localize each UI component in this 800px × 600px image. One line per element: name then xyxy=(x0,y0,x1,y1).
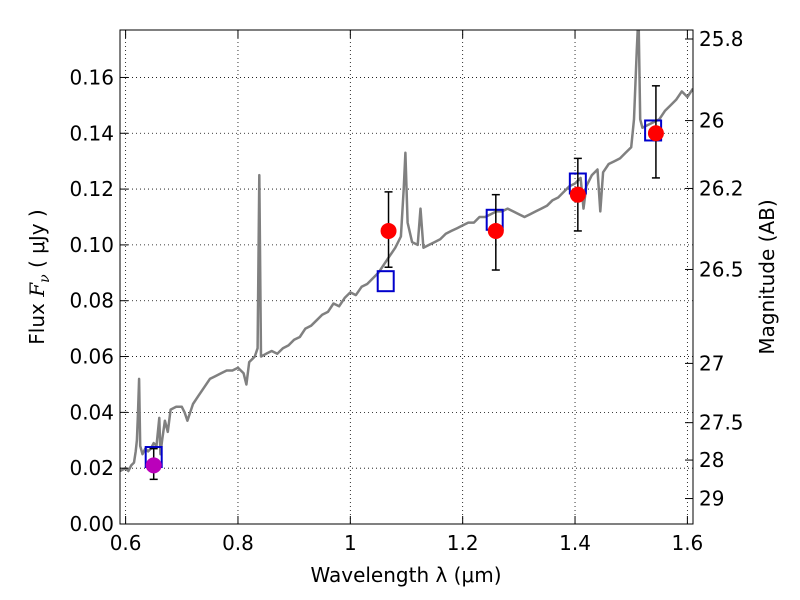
observed-point xyxy=(569,186,586,203)
mag-tick-label: 28 xyxy=(699,448,724,472)
axis-ticks: 0.6 0.8 1 1.2 1.4 1.6 0.00 0.02 0.04 0.06 0.08 0.10… xyxy=(69,27,743,555)
y-tick-label: 0.08 xyxy=(69,289,114,313)
mag-tick-label: 26 xyxy=(699,109,724,133)
x-tick-label: 0.8 xyxy=(222,531,254,555)
mag-tick-label: 25.8 xyxy=(699,27,744,51)
y-tick-label: 0.10 xyxy=(69,233,114,257)
observed-point xyxy=(145,457,162,474)
y-label-subscript: ν xyxy=(37,274,53,283)
y-tick-label: 0.04 xyxy=(69,400,114,424)
data-points xyxy=(144,85,664,481)
y-tick-label: 0.02 xyxy=(69,456,114,480)
x-tick-label: 0.6 xyxy=(110,531,142,555)
y-axis-label-left: Flux Fν ( μJy ) xyxy=(25,209,53,344)
y-axis-label-right: Magnitude (AB) xyxy=(755,199,779,354)
y-label-symbol: F xyxy=(25,282,49,298)
mag-tick-label: 26.5 xyxy=(699,257,744,281)
x-tick-label: 1 xyxy=(344,531,357,555)
mag-tick-label: 29 xyxy=(699,487,724,511)
mag-tick-label: 26.2 xyxy=(699,176,744,200)
x-axis-label: Wavelength λ (μm) xyxy=(310,563,501,587)
y-tick-label: 0.12 xyxy=(69,177,114,201)
y-tick-label: 0.06 xyxy=(69,345,114,369)
observed-point xyxy=(487,222,504,239)
model-point-box xyxy=(376,270,395,293)
y-tick-label: 0.00 xyxy=(69,512,114,536)
spectrum-layer xyxy=(120,30,693,473)
mag-tick-label: 27 xyxy=(699,351,724,375)
observed-point xyxy=(647,125,664,142)
x-tick-label: 1.4 xyxy=(559,531,591,555)
spectrum-line xyxy=(120,30,693,473)
plot-frame xyxy=(119,29,694,525)
y-label-prefix: Flux xyxy=(25,297,49,345)
y-label-unit: ( μJy ) xyxy=(25,209,49,274)
observed-point xyxy=(380,222,397,239)
mag-tick-label: 27.5 xyxy=(699,411,744,435)
y-tick-label: 0.16 xyxy=(69,65,114,89)
x-tick-label: 1.6 xyxy=(671,531,703,555)
y-tick-label: 0.14 xyxy=(69,121,114,145)
x-tick-label: 1.2 xyxy=(447,531,479,555)
